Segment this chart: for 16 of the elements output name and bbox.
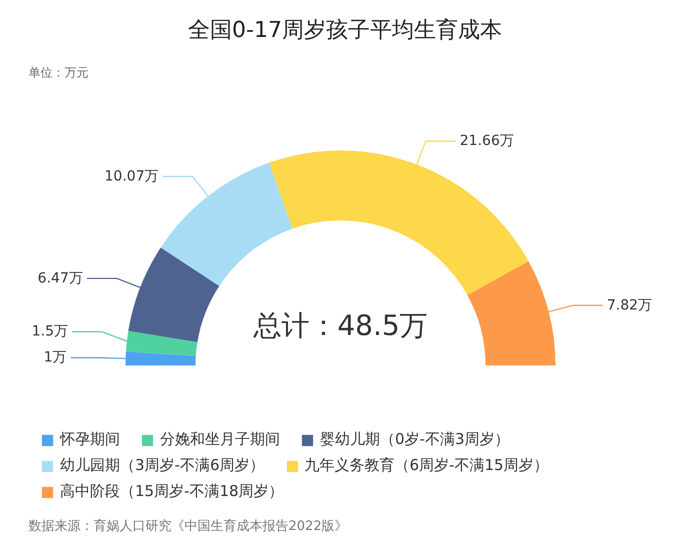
data-label: 1万 [44,350,67,366]
legend-label: 怀孕期间 [60,430,120,449]
legend-label: 幼儿园期（3周岁-不满6周岁） [60,456,264,475]
text: 单位：万元 [28,66,88,80]
data-label: 7.82万 [606,297,652,314]
legend-label: 婴幼儿期（0岁-不满3周岁） [320,430,510,449]
legend-label: 分娩和坐月子期间 [160,430,280,449]
text: 总计：48.5万 [252,309,428,342]
source-note: 数据来源：育娲人口研究《中国生育成本报告2022版》 [28,518,348,534]
legend-label: 高中阶段（15周岁-不满18周岁） [60,482,284,501]
data-label: 21.66万 [460,133,514,150]
data-label: 6.47万 [38,270,83,286]
legend-label: 九年义务教育（6周岁-不满15周岁） [304,456,549,475]
data-label: 1.5万 [32,324,68,340]
chart-title: 全国0-17周岁孩子平均生育成本 [188,17,502,43]
data-label: 10.07万 [104,168,159,184]
